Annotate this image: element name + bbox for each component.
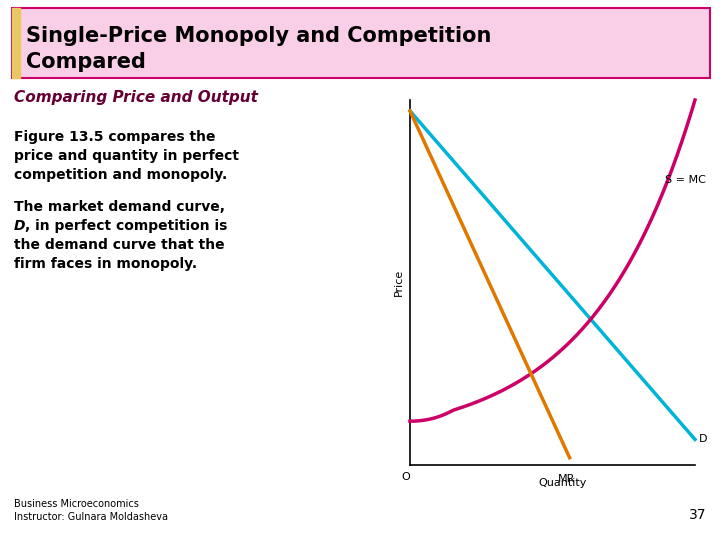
Text: Price: Price <box>394 269 404 296</box>
Text: Single-Price Monopoly and Competition: Single-Price Monopoly and Competition <box>26 26 491 46</box>
Text: firm faces in monopoly.: firm faces in monopoly. <box>14 257 197 271</box>
Text: competition and monopoly.: competition and monopoly. <box>14 168 228 182</box>
Text: Comparing Price and Output: Comparing Price and Output <box>14 90 258 105</box>
Text: Figure 13.5 compares the: Figure 13.5 compares the <box>14 130 215 144</box>
Text: O: O <box>402 472 410 482</box>
Text: price and quantity in perfect: price and quantity in perfect <box>14 149 239 163</box>
Bar <box>12 8 20 78</box>
Text: The market demand curve,: The market demand curve, <box>14 200 225 214</box>
Text: D: D <box>14 219 25 233</box>
Text: 37: 37 <box>688 508 706 522</box>
Text: the demand curve that the: the demand curve that the <box>14 238 225 252</box>
Text: , in perfect competition is: , in perfect competition is <box>25 219 228 233</box>
FancyBboxPatch shape <box>12 8 710 78</box>
Text: Business Microeconomics
Instructor: Gulnara Moldasheva: Business Microeconomics Instructor: Guln… <box>14 499 168 522</box>
Text: S = MC: S = MC <box>665 176 706 185</box>
Text: D: D <box>699 435 708 444</box>
Text: Compared: Compared <box>26 52 146 72</box>
Text: Quantity: Quantity <box>539 478 587 488</box>
Text: MR: MR <box>558 474 575 484</box>
